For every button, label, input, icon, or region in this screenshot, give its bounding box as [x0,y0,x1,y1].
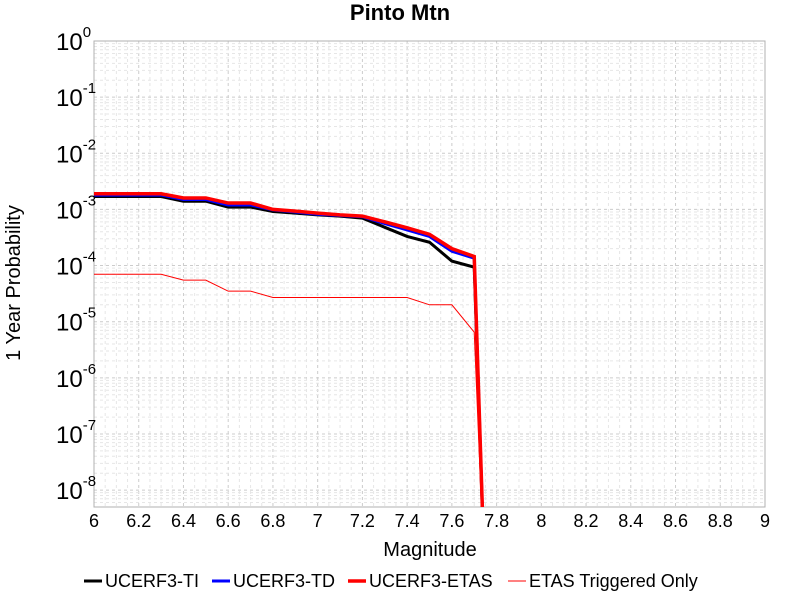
y-tick-label: 10-2 [56,136,96,168]
x-tick-label: 8.4 [618,511,643,531]
y-tick-label: 10-5 [56,305,96,337]
x-tick-label: 6 [89,511,99,531]
x-tick-label: 8.2 [574,511,599,531]
y-tick-label: 100 [56,24,91,56]
series-line-ucerf3-etas [94,192,485,507]
grid [93,41,765,508]
legend-label: UCERF3-TI [105,571,199,591]
legend: UCERF3-TI UCERF3-TD UCERF3-ETAS ETAS Trigge… [84,571,698,591]
chart-title: Pinto Mtn [350,0,450,25]
x-tick-label: 7.6 [439,511,464,531]
y-axis-label: 1 Year Probability [3,205,25,361]
x-tick-label: 6.8 [260,511,285,531]
series-layer [94,192,485,507]
x-tick-label: 7.4 [395,511,420,531]
y-tick-label: 10-4 [56,249,96,281]
x-axis-label: Magnitude [383,539,476,561]
x-tick-label: 8.8 [708,511,733,531]
y-tick-label: 10-1 [56,80,96,112]
x-tick-label: 6.6 [216,511,241,531]
x-tick-label: 8.6 [663,511,688,531]
legend-label: UCERF3-ETAS [369,571,493,591]
x-tick-label: 6.2 [126,511,151,531]
x-tick-labels: 6 6.2 6.4 6.6 6.8 7 7.2 7.4 7.6 7.8 8 8.2 8.4 8.6 8.8 9 [89,511,770,531]
x-tick-label: 7.8 [484,511,509,531]
x-tick-label: 6.4 [171,511,196,531]
x-tick-label: 7 [313,511,323,531]
series-line-etas-triggered-only [94,273,482,507]
y-tick-labels: 100 10-1 10-2 10-3 10-4 10-5 10-6 10-7 10-8 [56,24,96,505]
x-tick-label: 8 [536,511,546,531]
y-tick-label: 10-7 [56,417,96,449]
legend-label: UCERF3-TD [233,571,335,591]
x-tick-label: 9 [760,511,770,531]
x-tick-label: 7.2 [350,511,375,531]
y-tick-label: 10-6 [56,361,96,393]
y-tick-label: 10-8 [56,473,96,505]
legend-label: ETAS Triggered Only [529,571,698,591]
y-tick-label: 10-3 [56,192,96,224]
